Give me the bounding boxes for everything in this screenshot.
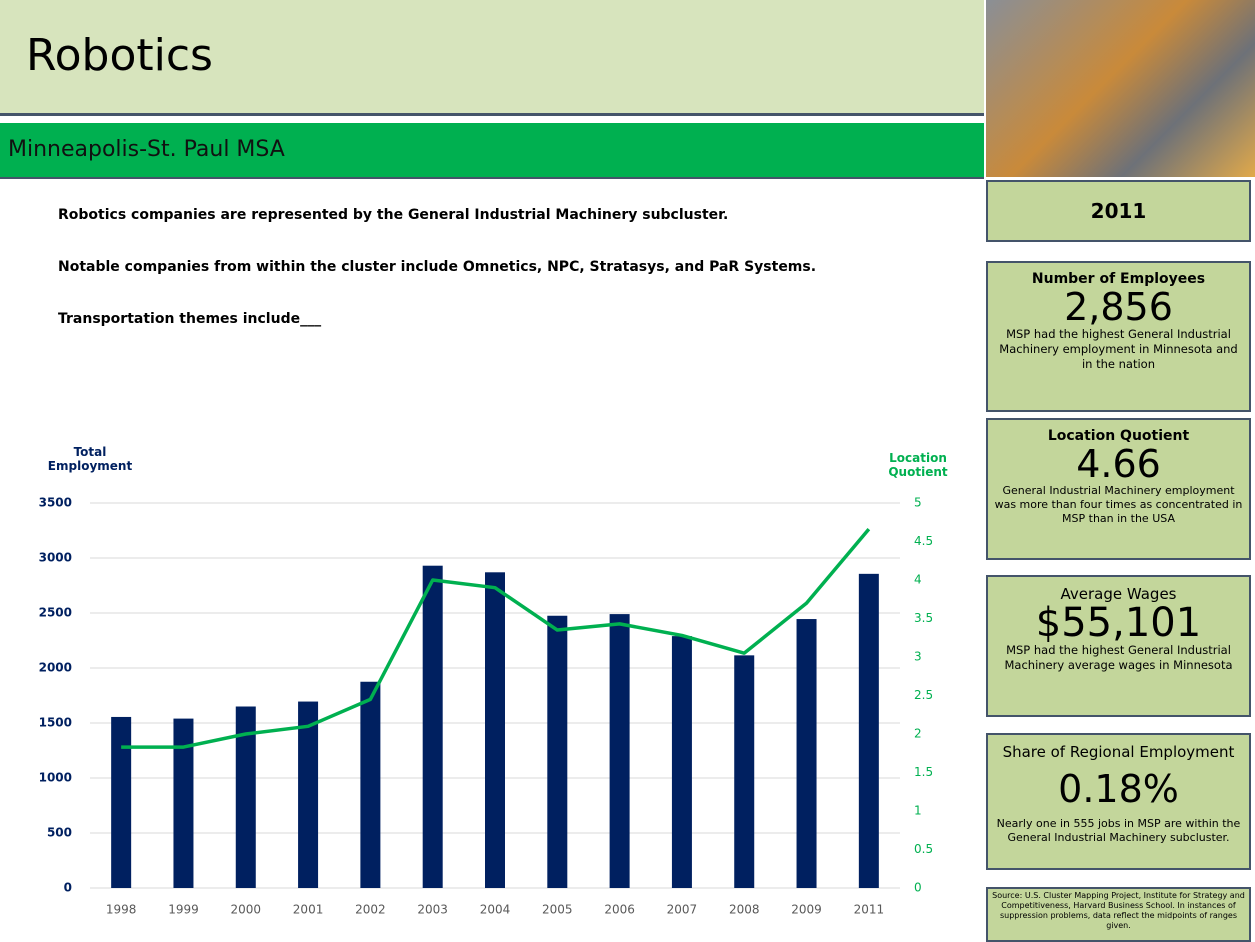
source: Source: U.S. Cluster Mapping Project, In… xyxy=(986,887,1251,942)
x-tick-label: 2000 xyxy=(230,903,261,917)
y2-tick-label: 1.5 xyxy=(914,765,933,779)
x-tick-label: 2011 xyxy=(854,903,885,917)
y-tick-label: 3500 xyxy=(39,496,72,510)
y2-tick-label: 0 xyxy=(914,881,922,895)
x-tick-label: 2003 xyxy=(417,903,448,917)
x-tick-label: 2006 xyxy=(604,903,635,917)
subtitle-band xyxy=(0,123,984,177)
stat-box: Location Quotient 4.66 General Industrial … xyxy=(986,418,1251,560)
y-tick-label: 3000 xyxy=(39,551,72,565)
subtitle: Minneapolis-St. Paul MSA xyxy=(8,137,285,162)
y-tick-label: 2000 xyxy=(39,661,72,675)
y-tick-label: 2500 xyxy=(39,606,72,620)
x-tick-label: 2008 xyxy=(729,903,760,917)
note: Transportation themes include___ xyxy=(58,311,322,327)
x-tick-label: 2007 xyxy=(667,903,698,917)
divider xyxy=(0,113,984,116)
bar xyxy=(360,681,381,888)
title: Robotics xyxy=(26,30,213,81)
stat-box: Number of Employees 2,856 MSP had the high… xyxy=(986,261,1251,412)
bar xyxy=(422,565,443,888)
stat-title: Share of Regional Employment xyxy=(1002,743,1235,761)
y2-tick-label: 3 xyxy=(914,650,922,664)
stat-title: Location Quotient xyxy=(1047,428,1190,444)
bar xyxy=(858,573,879,888)
photo xyxy=(986,0,1255,177)
y-tick-label: 1000 xyxy=(39,771,72,785)
y2-tick-label: 1 xyxy=(914,804,922,818)
stat-value: 0.18% xyxy=(1058,767,1179,811)
stat-title: Number of Employees xyxy=(1031,271,1206,287)
title-band xyxy=(0,0,984,113)
bar xyxy=(298,701,319,888)
stat-text: MSP had the highest General Industrial M… xyxy=(1004,643,1233,672)
bar xyxy=(671,636,692,888)
bar xyxy=(796,619,817,888)
bar xyxy=(485,572,505,888)
year-box: 2011 xyxy=(986,180,1251,242)
note: Notable companies from within the cluste… xyxy=(58,259,817,275)
y2-tick-label: 3.5 xyxy=(914,611,933,625)
x-tick-label: 1999 xyxy=(168,903,199,917)
note: Robotics companies are represented by th… xyxy=(58,207,729,223)
stat-text: MSP had the highest General Industrial M… xyxy=(999,327,1238,371)
x-tick-label: 2009 xyxy=(791,903,822,917)
y-tick-label: 0 xyxy=(64,881,72,895)
bar xyxy=(609,614,630,888)
y2-axis-title: Location Quotient xyxy=(888,451,948,479)
stat-value: 4.66 xyxy=(1076,442,1161,486)
bar xyxy=(235,706,256,888)
bar xyxy=(734,655,755,888)
x-tick-label: 1998 xyxy=(106,903,137,917)
stat-box: Share of Regional Employment 0.18% Nearly … xyxy=(986,733,1251,870)
y2-tick-label: 2 xyxy=(914,727,922,741)
y2-tick-label: 4 xyxy=(914,573,922,587)
y-axis-title: Total Employment xyxy=(47,445,133,473)
chart: 0 500 1000 1500 2000 2500 3000 3500 0 0.5 1 1.5 2 2.5… xyxy=(39,496,934,917)
line xyxy=(121,528,871,749)
y2-tick-label: 2.5 xyxy=(914,688,933,702)
y-tick-label: 1500 xyxy=(39,716,72,730)
stat-value: $55,101 xyxy=(1035,600,1202,646)
bar xyxy=(547,615,568,888)
y2-tick-label: 5 xyxy=(914,496,922,510)
x-tick-label: 2004 xyxy=(480,903,511,917)
x-tick-label: 2001 xyxy=(293,903,324,917)
y-tick-label: 500 xyxy=(47,826,72,840)
y2-tick-label: 4.5 xyxy=(914,534,933,548)
bar xyxy=(111,716,132,888)
stat-box: Average Wages $55,101 MSP had the highest … xyxy=(986,575,1251,717)
stat-value: 2,856 xyxy=(1064,285,1173,329)
x-tick-label: 2002 xyxy=(355,903,386,917)
stat-title: Average Wages xyxy=(1060,585,1177,603)
stat-text: Nearly one in 555 jobs in MSP are within… xyxy=(996,817,1241,844)
x-tick-label: 2005 xyxy=(542,903,573,917)
y2-tick-label: 0.5 xyxy=(914,842,933,856)
divider xyxy=(0,177,984,179)
stat-text: General Industrial Machinery employment … xyxy=(994,484,1243,525)
bar xyxy=(173,718,194,888)
